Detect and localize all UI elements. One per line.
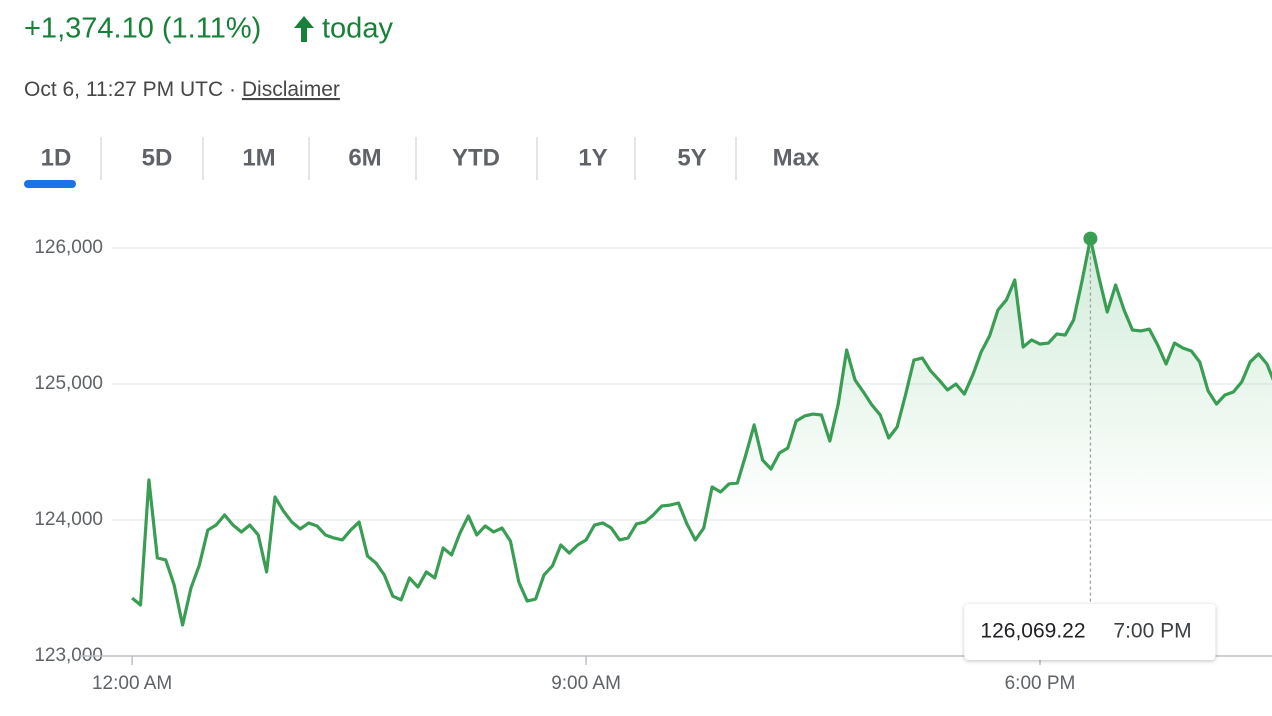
tooltip-time: 7:00 PM (1113, 620, 1191, 643)
selected-indicator (24, 180, 76, 188)
range-tab[interactable]: 1D (41, 144, 72, 171)
range-tab[interactable]: 5D (142, 144, 173, 171)
x-tick-label: 9:00 AM (551, 673, 621, 694)
range-tab[interactable]: 6M (348, 144, 381, 171)
price-line (131, 236, 1272, 627)
timestamp: Oct 6, 11:27 PM UTC (24, 78, 223, 101)
separator: · (229, 78, 236, 101)
disclaimer-link[interactable]: Disclaimer (242, 78, 340, 101)
up-arrow (294, 16, 314, 42)
hover-point (1083, 231, 1098, 246)
y-tick-label: 124,000 (34, 509, 103, 530)
tooltip-box (964, 604, 1216, 660)
period: today (322, 13, 393, 45)
x-tick-label: 6:00 PM (1005, 673, 1076, 694)
tooltip-value: 126,069.22 (980, 620, 1085, 643)
area-fill (132, 238, 1272, 656)
y-tick-label: 125,000 (34, 373, 103, 394)
range-tab[interactable]: YTD (452, 144, 500, 171)
range-tabs: 1D 5D 1M 6M YTD 1Y 5Y Max (24, 137, 820, 188)
plot: 123,000 124,000 125,000 126,000 12:00 AM 9:00… (34, 231, 1272, 694)
range-tab[interactable]: 5Y (677, 144, 706, 171)
y-tick-label: 123,000 (34, 645, 103, 666)
range-tab[interactable]: Max (773, 144, 820, 171)
range-tab[interactable]: 1Y (578, 144, 607, 171)
range-tab[interactable]: 1M (242, 144, 275, 171)
price-change: +1,374.10 (1.11%) (24, 13, 261, 45)
x-tick-label: 12:00 AM (92, 673, 172, 694)
y-tick-label: 126,000 (34, 237, 103, 258)
timestamp-line: Oct 6, 11:27 PM UTC · Disclaimer (24, 78, 340, 101)
